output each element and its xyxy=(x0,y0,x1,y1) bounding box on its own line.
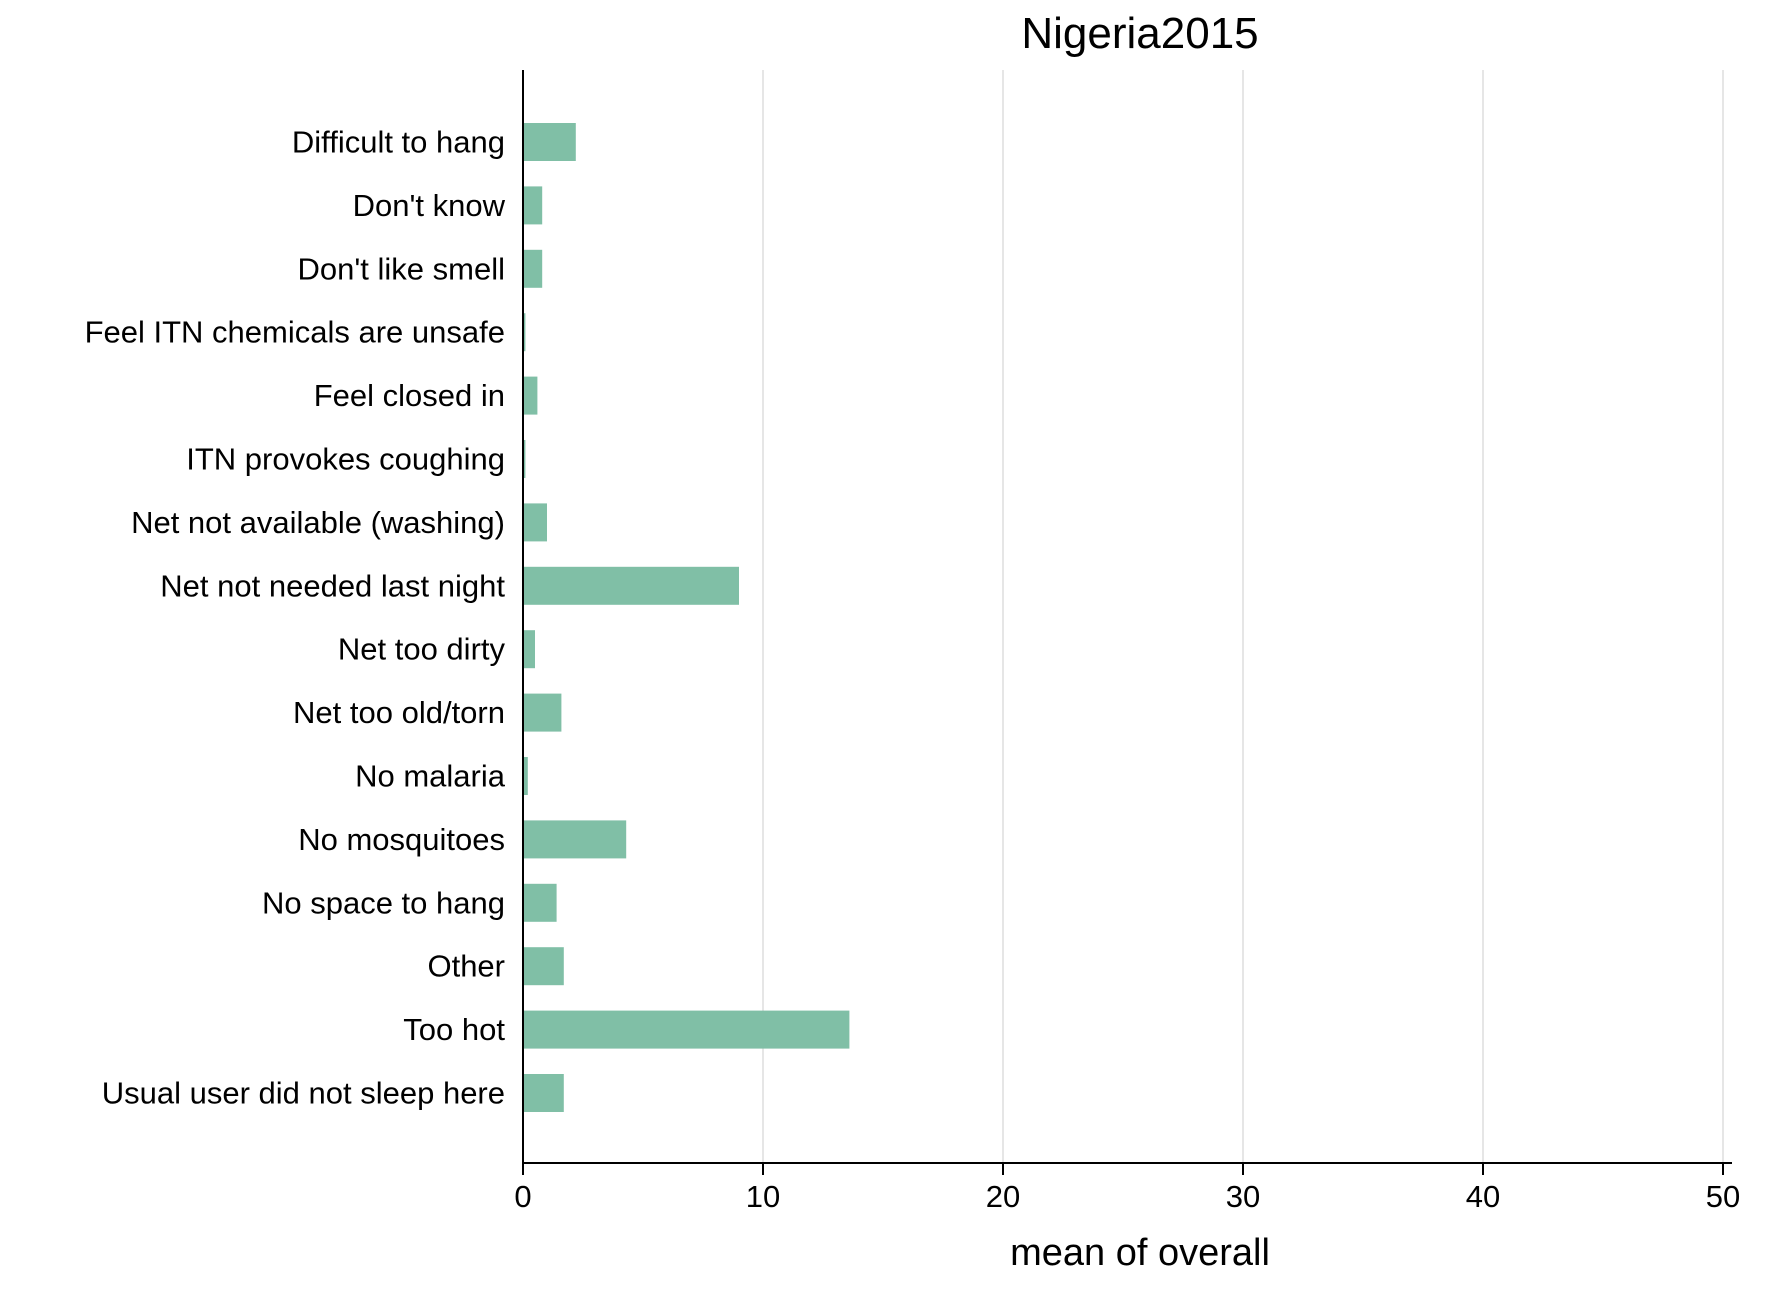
x-axis-title: mean of overall xyxy=(1010,1232,1270,1274)
gridlines xyxy=(762,70,1724,1163)
category-label: Don't like smell xyxy=(298,251,505,286)
bar xyxy=(523,503,547,542)
x-tick-label: 10 xyxy=(746,1179,780,1214)
category-label: No malaria xyxy=(355,759,506,794)
category-label: Other xyxy=(427,949,505,984)
category-label: ITN provokes coughing xyxy=(186,442,505,477)
category-label: Net too old/torn xyxy=(293,695,505,730)
x-tick-label: 20 xyxy=(986,1179,1020,1214)
bar xyxy=(523,757,528,795)
category-label: Usual user did not sleep here xyxy=(102,1076,505,1111)
category-label: Feel closed in xyxy=(314,378,505,413)
bars xyxy=(523,123,850,1112)
category-label: Net not needed last night xyxy=(160,568,505,603)
bar xyxy=(523,566,739,605)
x-tick-label: 40 xyxy=(1466,1179,1500,1214)
category-label: Net not available (washing) xyxy=(131,505,505,540)
category-label: Too hot xyxy=(403,1012,505,1047)
category-label: No mosquitoes xyxy=(298,822,505,857)
category-label: No space to hang xyxy=(262,885,505,920)
bar xyxy=(523,376,538,415)
category-label: Net too dirty xyxy=(338,632,506,667)
x-tick-label: 30 xyxy=(1226,1179,1260,1214)
chart-title: Nigeria2015 xyxy=(1021,9,1258,58)
bar xyxy=(523,883,557,922)
bar xyxy=(523,123,576,161)
category-labels: Difficult to hang Don't know Don't like sm… xyxy=(85,125,506,1111)
bar xyxy=(523,947,564,986)
x-tick-label: 0 xyxy=(514,1179,531,1214)
bar xyxy=(523,440,526,478)
category-label: Feel ITN chemicals are unsafe xyxy=(85,315,505,350)
bar xyxy=(523,1074,564,1112)
bar xyxy=(523,1010,850,1049)
x-tick-label: 50 xyxy=(1706,1179,1740,1214)
category-label: Don't know xyxy=(353,188,506,223)
bar xyxy=(523,820,627,859)
bar xyxy=(523,186,543,225)
bar xyxy=(523,313,526,352)
x-tick-labels: 0 10 20 30 40 50 xyxy=(514,1163,1740,1214)
axes xyxy=(522,70,1732,1164)
category-label: Difficult to hang xyxy=(292,125,505,160)
bar xyxy=(523,630,535,669)
bar xyxy=(523,249,543,288)
bar xyxy=(523,693,562,732)
